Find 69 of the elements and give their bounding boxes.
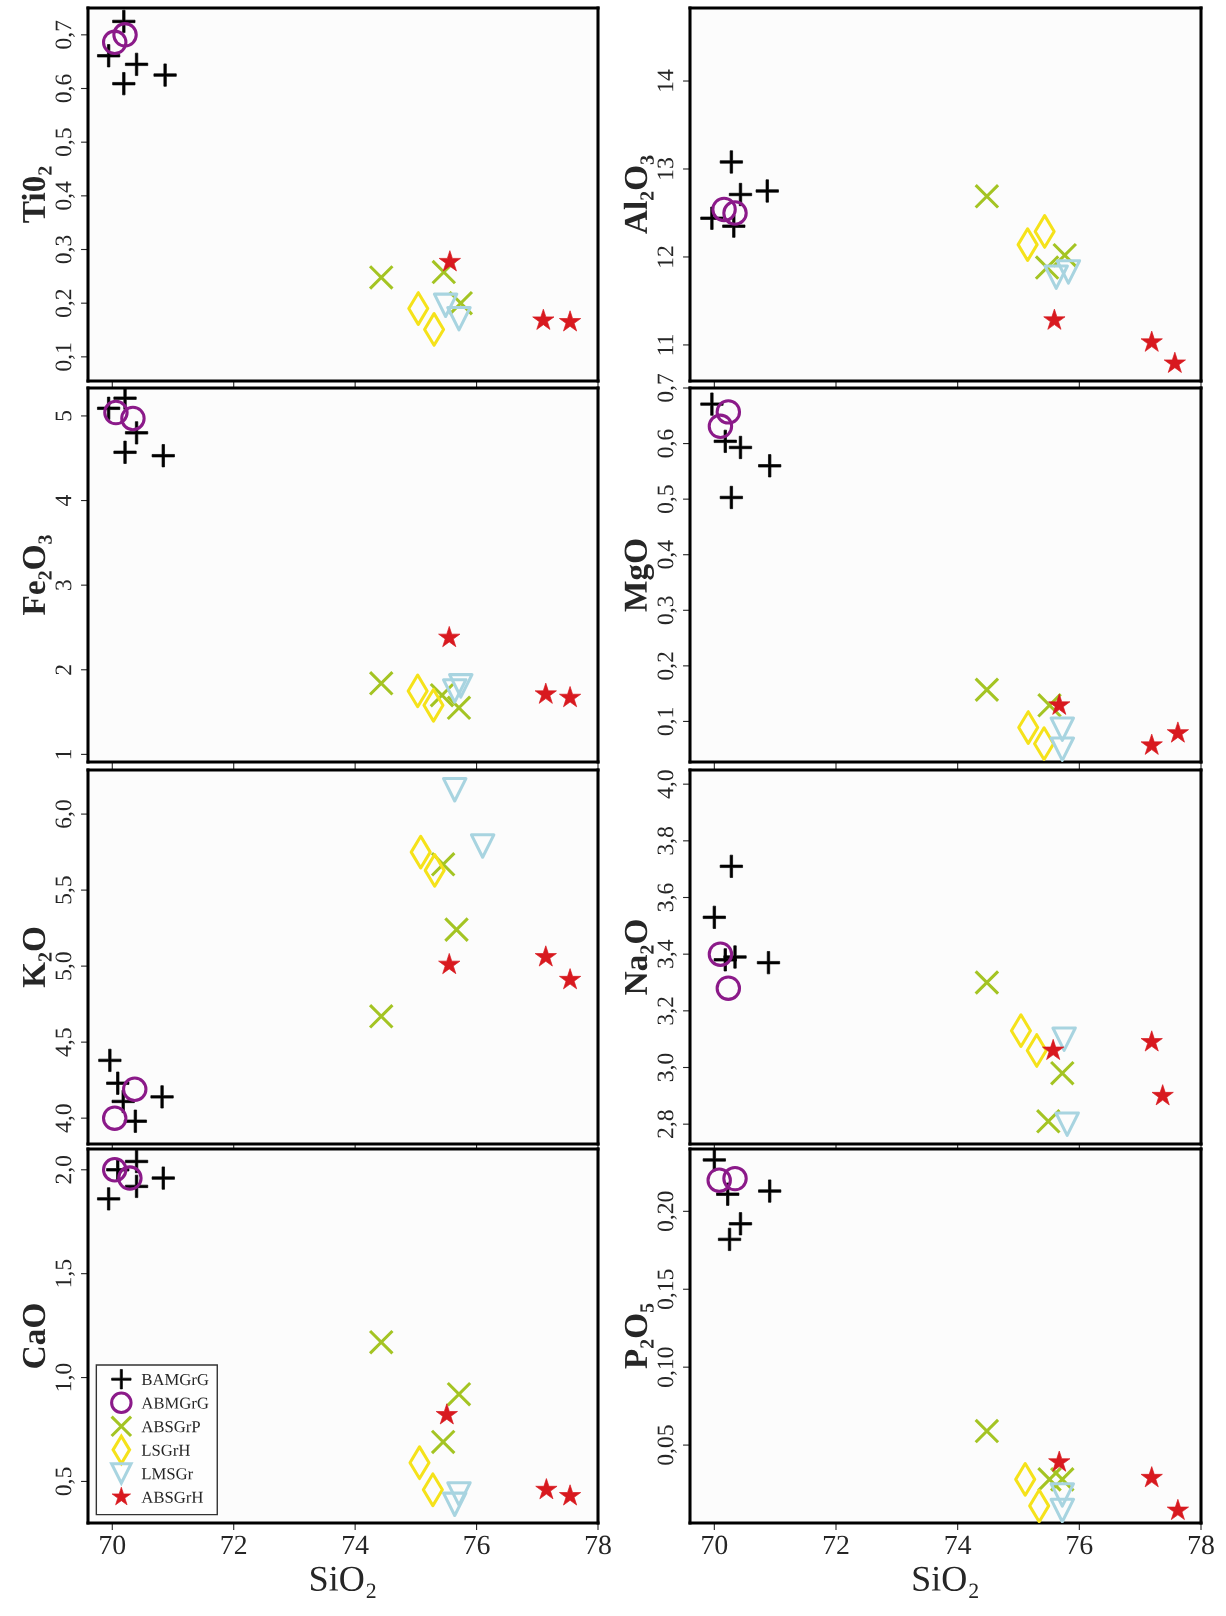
y-tick-label: 3,6	[657, 883, 677, 912]
y-axis-title: Fe₂O₃	[22, 535, 52, 615]
y-tick-label: 1,0	[55, 1363, 75, 1391]
y-tick-label: 5	[55, 410, 72, 421]
y-tick-label: 11	[657, 334, 674, 355]
y-tick-label: 4,0	[657, 770, 677, 799]
x-axis-title: SiO₂	[311, 1566, 376, 1598]
y-tick-label: 3,4	[657, 939, 677, 968]
legend-label: ABMGrG	[141, 1397, 209, 1409]
x-tick-label: 74	[343, 1535, 369, 1555]
x-tick-label: 72	[823, 1535, 849, 1555]
y-axis-title: CaO	[22, 1304, 46, 1368]
legend-label: ABSGrH	[141, 1491, 203, 1503]
y-tick-label: 12	[657, 246, 674, 267]
legend-label: ABSGrP	[141, 1421, 200, 1433]
y-tick-label: 3,2	[657, 997, 677, 1025]
y-tick-label: 0,4	[55, 181, 75, 210]
y-tick-label: 5,5	[55, 876, 75, 904]
y-tick-label: 4,0	[55, 1104, 75, 1133]
y-tick-label: 4	[55, 495, 72, 506]
y-tick-label: 3	[55, 580, 72, 590]
y-tick-label: 0,3	[55, 235, 75, 264]
y-tick-label: 0,2	[55, 289, 75, 318]
y-tick-label: 3,8	[657, 826, 677, 855]
y-tick-label: 1	[55, 749, 72, 759]
y-axis-title: Al₂O₃	[623, 155, 654, 234]
y-tick-label: 0,20	[657, 1191, 677, 1232]
y-tick-label: 0,6	[657, 429, 677, 458]
x-tick-label: 74	[945, 1535, 972, 1555]
y-tick-label: 2,0	[55, 1155, 75, 1184]
y-tick-label: 0,6	[55, 74, 75, 103]
legend-label: BAMGrG	[141, 1374, 209, 1386]
legend-label: LMSGr	[141, 1468, 194, 1480]
y-tick-label: 3,0	[657, 1053, 677, 1082]
y-tick-label: 0,05	[657, 1425, 677, 1465]
y-tick-label: 13	[657, 158, 674, 179]
y-tick-label: 0,1	[657, 708, 677, 736]
y-tick-label: 0,7	[657, 373, 677, 402]
y-axis-title: P₂O₅	[624, 1303, 654, 1369]
y-tick-label: 1,5	[55, 1259, 75, 1287]
y-tick-label: 0,4	[657, 540, 677, 569]
y-tick-label: 0,15	[657, 1269, 677, 1310]
y-axis-title: MgO	[624, 539, 654, 612]
y-tick-label: 5,0	[55, 952, 75, 980]
y-tick-label: 0,5	[657, 485, 677, 513]
x-tick-label: 72	[221, 1535, 247, 1555]
y-tick-label: 2	[55, 665, 72, 675]
x-axis-title: SiO₂	[913, 1566, 978, 1598]
y-tick-label: 14	[657, 69, 674, 91]
x-tick-label: 70	[100, 1535, 126, 1555]
y-tick-label: 4,5	[55, 1028, 75, 1057]
y-axis-title: Na₂O	[624, 920, 654, 995]
legend-label: LSGrH	[141, 1444, 190, 1456]
y-tick-label: 0,2	[657, 652, 677, 680]
y-tick-label: 0,5	[55, 1467, 75, 1496]
x-tick-label: 78	[585, 1535, 611, 1555]
x-tick-label: 76	[464, 1535, 490, 1555]
y-tick-label: 0,1	[55, 343, 75, 371]
x-tick-label: 78	[1188, 1535, 1214, 1555]
y-tick-label: 6,0	[55, 800, 75, 828]
y-tick-label: 0,7	[55, 20, 75, 49]
y-tick-label: 0,5	[55, 128, 75, 157]
x-tick-label: 76	[1067, 1535, 1093, 1555]
y-tick-label: 0,10	[657, 1347, 677, 1387]
y-tick-label: 0,3	[657, 596, 677, 625]
y-axis-title: K₂O	[22, 927, 52, 988]
x-tick-label: 70	[702, 1535, 728, 1555]
y-axis-title: Ti0₂	[21, 166, 52, 223]
y-tick-label: 2,8	[657, 1110, 677, 1138]
